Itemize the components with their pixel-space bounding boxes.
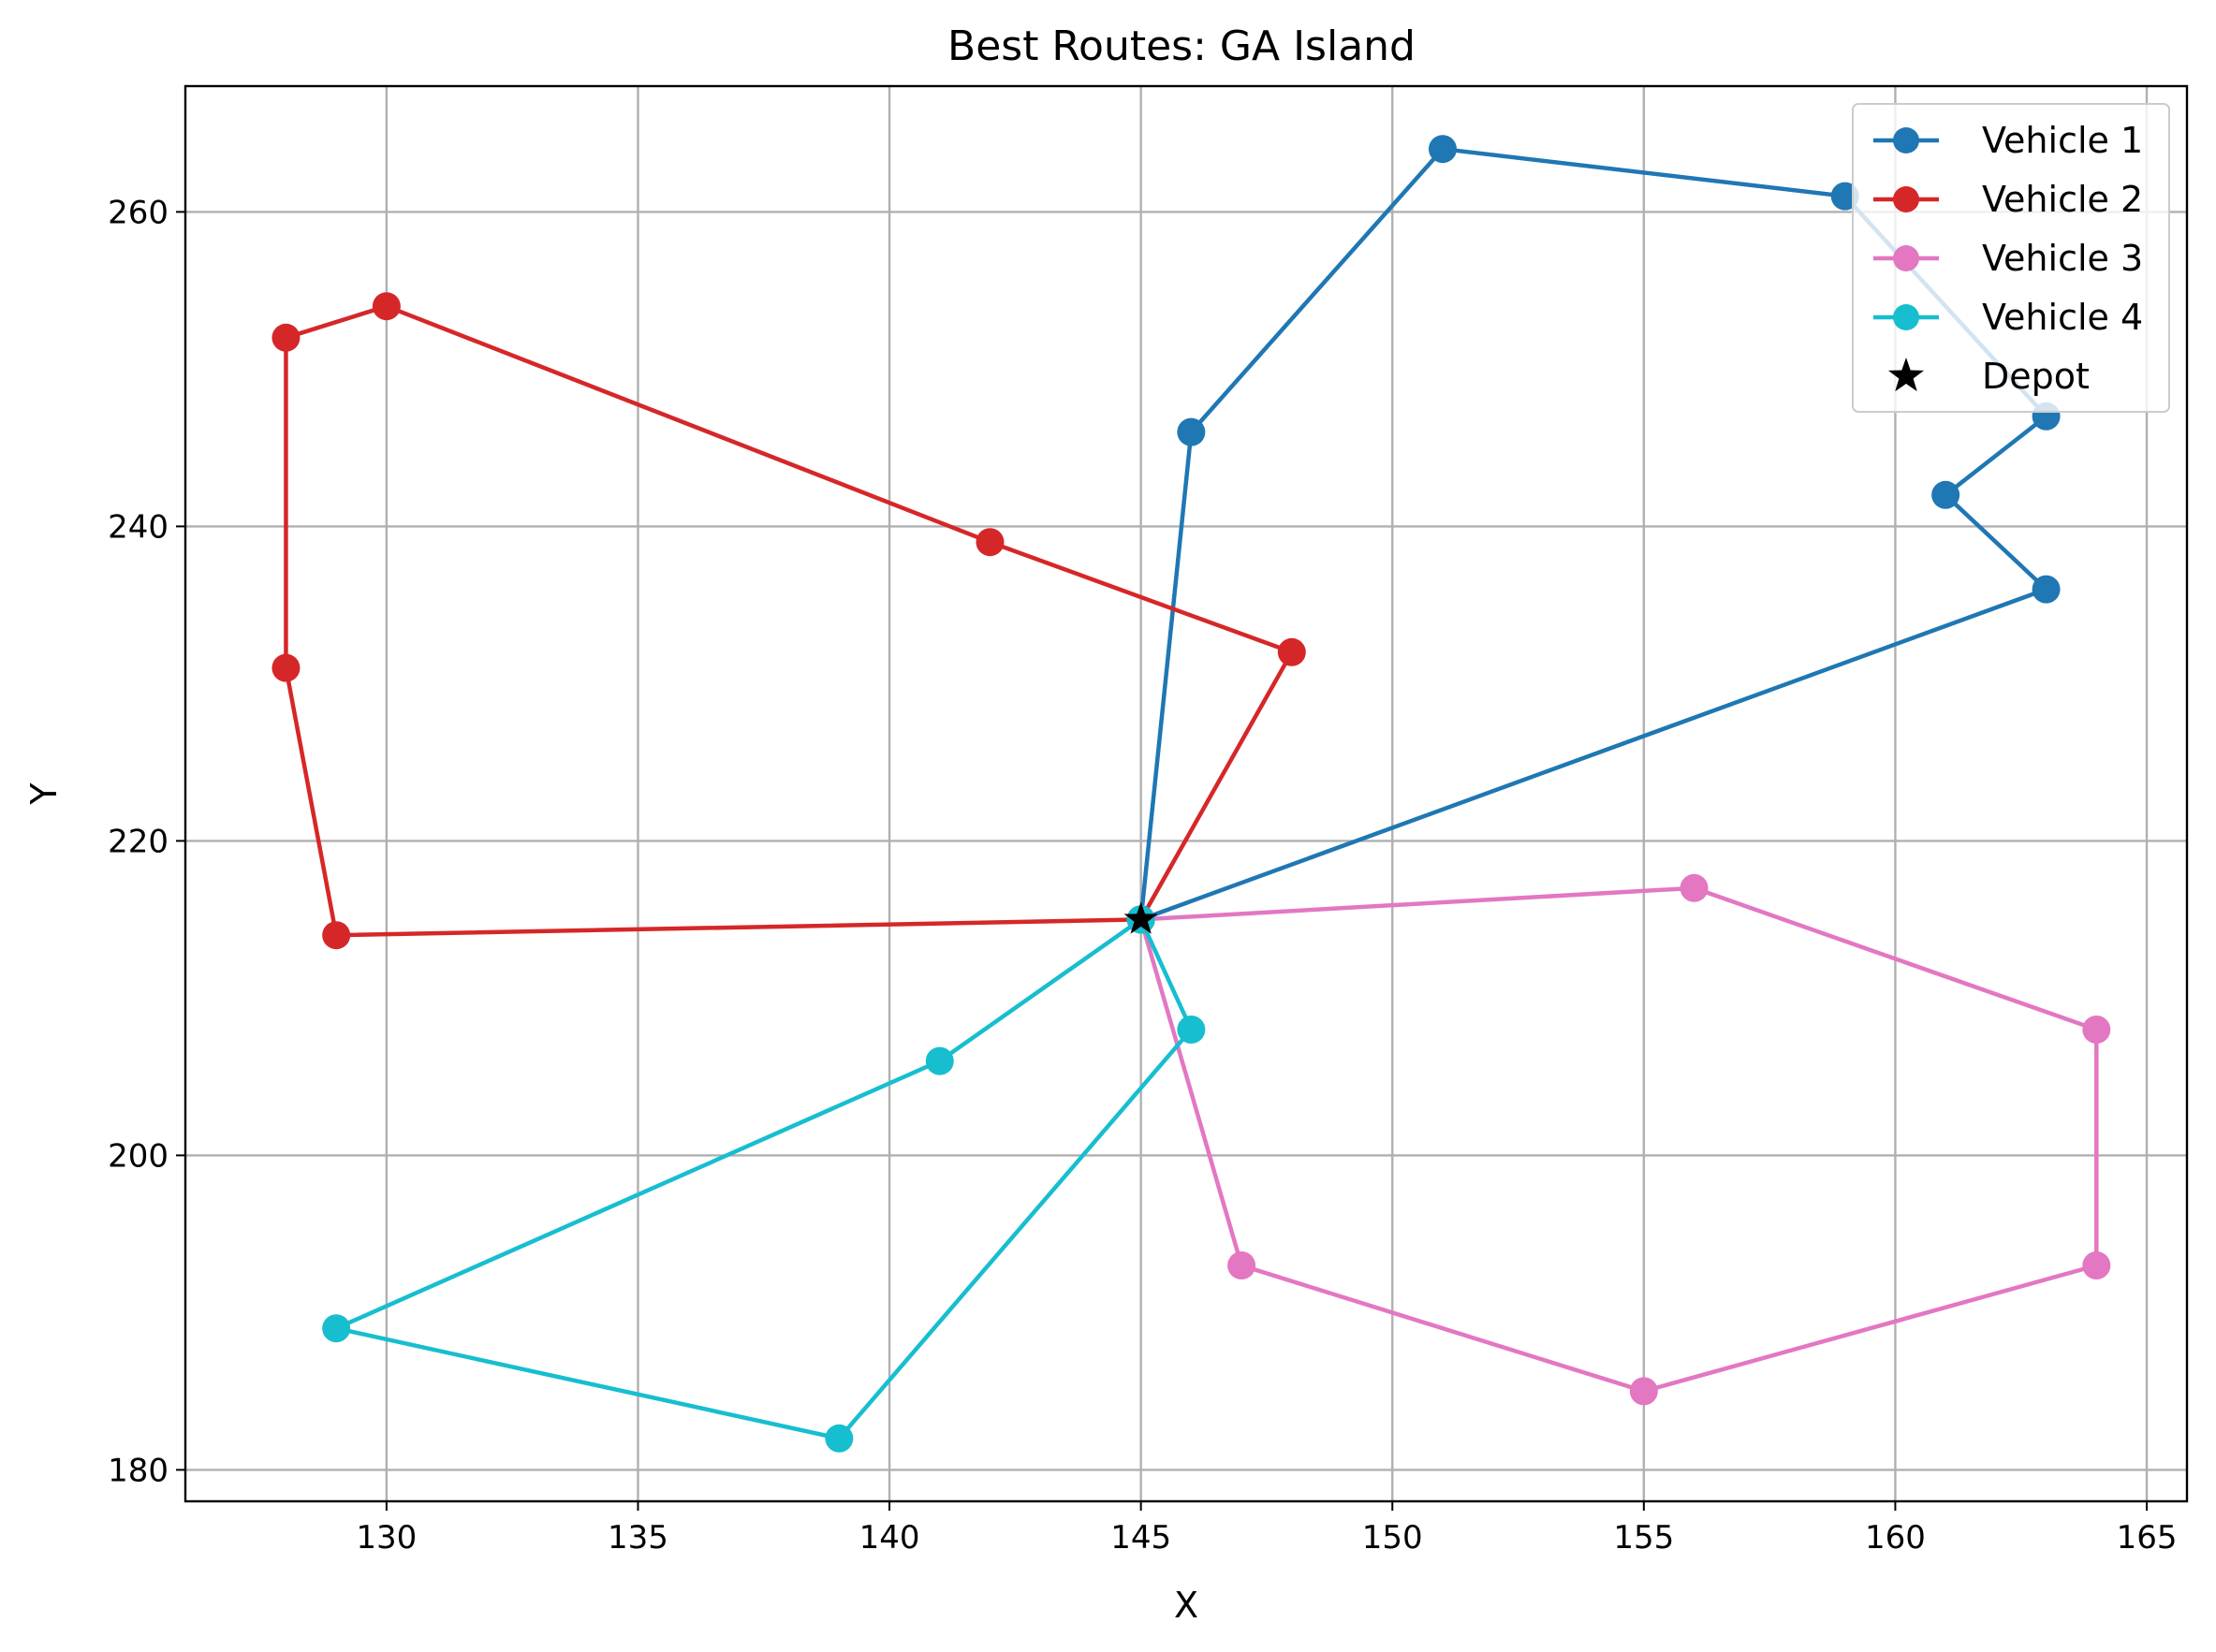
x-tick-label: 165: [2117, 1519, 2178, 1557]
legend: Vehicle 1 Vehicle 2 Vehicle 3 Vehicle 4 Depo…: [1852, 103, 2170, 413]
legend-star-marker: [1887, 358, 1925, 392]
y-tick-label: 200: [108, 1137, 169, 1175]
x-tick-label: 160: [1865, 1519, 1926, 1557]
legend-entry: Vehicle 3: [1873, 238, 2143, 279]
y-tick-label: 220: [108, 823, 169, 860]
axes-frame: [183, 84, 2189, 1503]
route-point: [1428, 135, 1457, 164]
legend-entry: Vehicle 2: [1873, 179, 2143, 220]
series-vehicle-2: [271, 292, 1306, 950]
route-point: [2082, 1251, 2111, 1279]
route-point: [322, 1314, 351, 1343]
route-line: [284, 303, 1295, 938]
legend-entry: Depot: [1887, 356, 2090, 397]
route-point: [271, 653, 301, 682]
legend-label: Vehicle 3: [1982, 238, 2143, 279]
depot-marker: [1123, 901, 1158, 934]
route-point: [1177, 1016, 1206, 1044]
route-point: [925, 1046, 954, 1075]
route-point: [322, 921, 351, 950]
route-point: [2032, 575, 2061, 604]
legend-marker: [1893, 186, 1919, 212]
ticks: 130 135 140 145 150 155 160 165 180 200 220 240 260: [108, 194, 2177, 1557]
legend-entry: Vehicle 1: [1873, 120, 2143, 161]
legend-label: Depot: [1982, 356, 2090, 397]
y-axis-label: Y: [23, 782, 65, 806]
legend-entry: Vehicle 4: [1873, 297, 2143, 338]
route-point: [2082, 1016, 2111, 1044]
x-tick-label: 145: [1110, 1519, 1171, 1557]
x-tick-label: 130: [356, 1519, 417, 1557]
legend-marker: [1893, 245, 1919, 271]
route-point: [1629, 1377, 1658, 1406]
route-point: [1227, 1251, 1256, 1279]
route-line: [333, 917, 1194, 1441]
legend-label: Vehicle 1: [1982, 120, 2143, 161]
route-point: [1931, 480, 1960, 509]
route-point: [372, 292, 401, 321]
legend-box: [1852, 103, 2170, 413]
y-tick-label: 260: [108, 194, 169, 231]
route-point: [1177, 417, 1206, 446]
route-point: [825, 1424, 854, 1453]
legend-marker: [1893, 127, 1919, 154]
depot-layer: [1123, 901, 1158, 934]
x-tick-label: 140: [859, 1519, 920, 1557]
legend-entries: Vehicle 1 Vehicle 2 Vehicle 3 Vehicle 4 Depo…: [1873, 120, 2143, 397]
legend-label: Vehicle 2: [1982, 179, 2143, 220]
legend-label: Vehicle 4: [1982, 297, 2143, 338]
legend-marker: [1893, 304, 1919, 330]
x-tick-label: 150: [1362, 1519, 1423, 1557]
route-point: [271, 323, 301, 352]
chart-title: Best Routes: GA Island: [947, 22, 1416, 70]
route-point: [976, 528, 1005, 557]
x-tick-label: 155: [1613, 1519, 1674, 1557]
x-axis-label: X: [1174, 1585, 1198, 1626]
route-point: [1277, 637, 1306, 666]
route-point: [1680, 873, 1709, 902]
x-tick-label: 135: [608, 1519, 668, 1557]
y-tick-label: 240: [108, 508, 169, 546]
y-tick-label: 180: [108, 1452, 169, 1489]
